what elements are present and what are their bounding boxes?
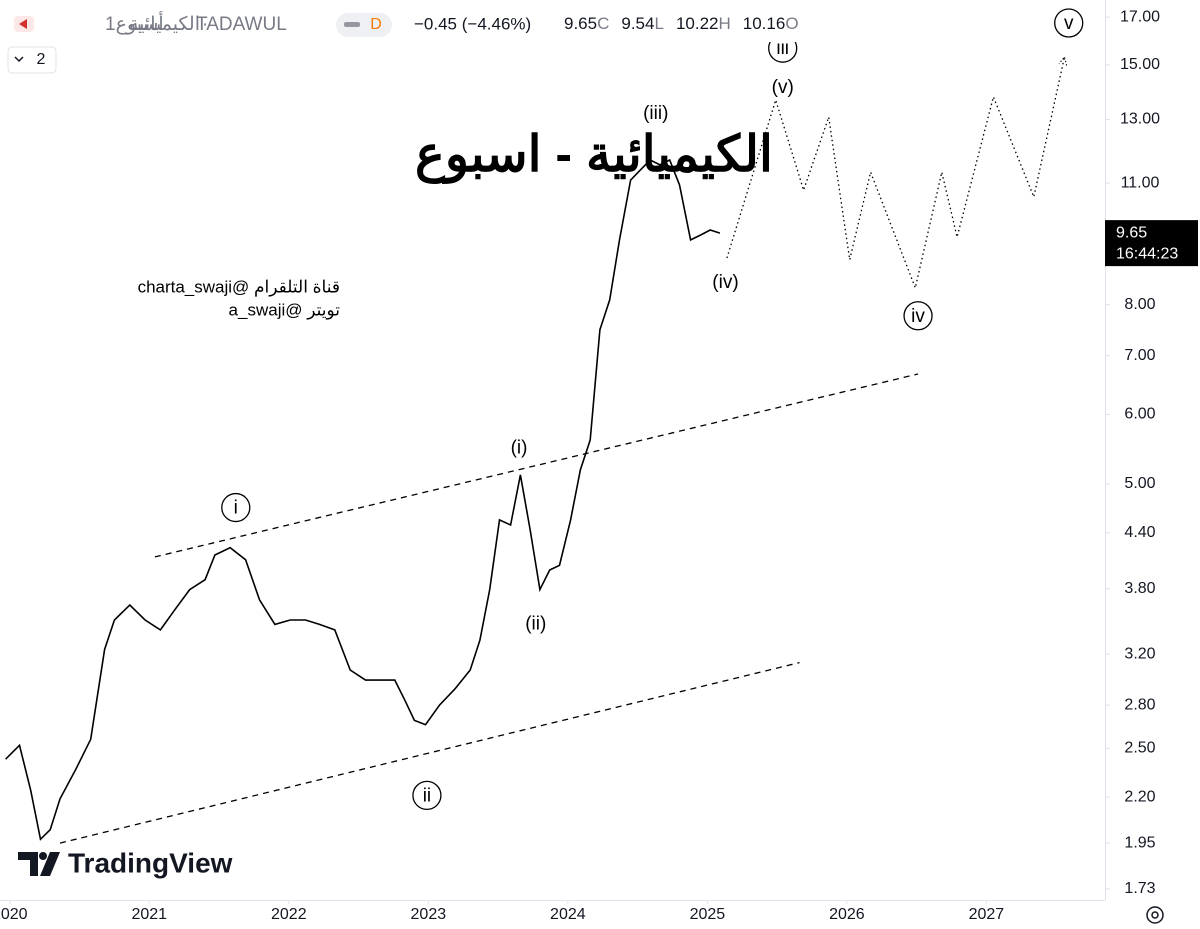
wave-label: iii (776, 38, 789, 59)
y-tick-label: 2.20 (1124, 788, 1155, 805)
open: 10.16 (743, 14, 786, 33)
logo-icon (18, 852, 60, 876)
wave-label: (iv) (712, 272, 738, 293)
y-tick-label: 4.40 (1124, 524, 1155, 541)
price-tag-countdown: 16:44:23 (1116, 245, 1178, 262)
low: 9.54 (621, 14, 654, 33)
low-key: L (654, 14, 663, 33)
settings-icon (1151, 911, 1159, 919)
x-tick-label: 2025 (690, 906, 726, 923)
chart-title: الكيميائية - اسبوع (415, 126, 773, 184)
y-tick-label: 5.00 (1124, 475, 1155, 492)
wave-label: ii (423, 785, 431, 806)
price-line (5, 158, 721, 841)
flag-icon (19, 19, 27, 29)
y-tick-label: 11.00 (1121, 174, 1160, 191)
wave-label: (iii) (643, 103, 668, 124)
change: −0.45 (−4.46%) (414, 14, 531, 33)
separator: · (202, 14, 208, 35)
badge-bg (336, 13, 392, 37)
close: 9.65 (564, 14, 597, 33)
price-tag-value: 9.65 (1116, 224, 1147, 241)
y-tick-label: 3.20 (1124, 645, 1155, 662)
note: a_swaji@ تويتر (229, 300, 341, 320)
y-tick-label: 6.00 (1124, 406, 1155, 423)
x-tick-label: 2024 (550, 906, 586, 923)
high: 10.22 (676, 14, 719, 33)
plot-area: iii(i)(ii)(iii)(iv)iii(v)ivv (5, 8, 1084, 844)
y-tick-label: 15.00 (1120, 56, 1160, 73)
wave-label: v (1064, 13, 1074, 34)
y-tick-label: 3.80 (1124, 580, 1155, 597)
x-tick-label: 2022 (271, 906, 307, 923)
y-tick-label: 8.00 (1124, 296, 1155, 313)
arrow-head (1058, 55, 1068, 66)
x-tick-label: 2027 (969, 906, 1005, 923)
wave-circle (1054, 8, 1084, 38)
y-tick-label: 2.50 (1124, 740, 1155, 757)
wave-label: i (234, 498, 238, 519)
y-tick-label: 7.00 (1124, 347, 1155, 364)
logo-text: TradingView (68, 847, 233, 878)
wave-circle (903, 301, 933, 331)
wave-label: (ii) (525, 613, 546, 634)
chevron (14, 56, 24, 63)
layers-button[interactable] (7, 46, 57, 74)
y-tick-label: 2.80 (1124, 696, 1155, 713)
y-tick-label: 1.73 (1124, 880, 1155, 897)
price-line (59, 661, 800, 844)
price-line (154, 373, 919, 558)
wave-label: iv (911, 306, 925, 327)
y-tick-label: 1.95 (1124, 834, 1155, 851)
wave-label: (v) (772, 77, 794, 98)
legend-bg (6, 8, 826, 42)
wave-circle (221, 492, 251, 523)
symbol[interactable]: الكيميائية (129, 14, 200, 35)
exchange[interactable]: TADAWUL (196, 14, 287, 35)
badge: D (370, 16, 382, 33)
price-line (726, 56, 1066, 291)
layers-count: 2 (37, 51, 46, 68)
wave-label: (i) (511, 438, 528, 459)
x-tick-label: 2026 (829, 906, 865, 923)
ohlc: 9.65C 9.54L 10.22H 10.16O (564, 14, 799, 33)
logo-icon (39, 852, 47, 860)
interval[interactable]: 1أسبوع (105, 10, 164, 35)
settings-icon[interactable] (1146, 906, 1164, 924)
note: charta_swaji@ قناة التلقرام (138, 277, 340, 297)
x-tick-label: 2021 (131, 906, 167, 923)
wave-circle (412, 780, 442, 811)
close-key: C (597, 14, 609, 33)
badge-icon (344, 22, 360, 27)
y-tick-label: 17.00 (1120, 8, 1160, 25)
price-tag (1105, 220, 1198, 267)
high-key: H (718, 14, 730, 33)
open-key: O (785, 14, 798, 33)
y-tick-label: 13.00 (1120, 111, 1160, 128)
x-tick-label: 2023 (411, 906, 447, 923)
